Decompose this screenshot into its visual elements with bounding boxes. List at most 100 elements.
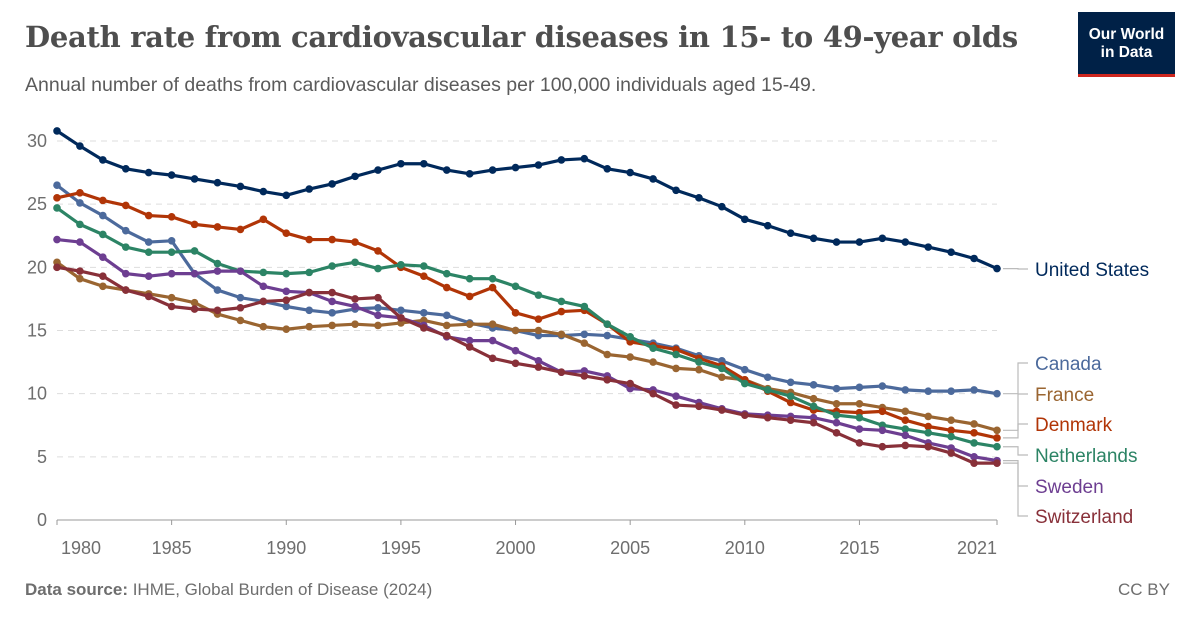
point-switzerland-2014[interactable] xyxy=(832,429,841,437)
point-netherlands-1992[interactable] xyxy=(328,262,336,270)
point-france-2009[interactable] xyxy=(718,373,726,382)
point-united-states-2002[interactable] xyxy=(557,156,566,164)
point-united-states-2018[interactable] xyxy=(924,243,933,251)
point-united-states-2017[interactable] xyxy=(901,238,910,246)
point-switzerland-1996[interactable] xyxy=(420,324,428,332)
point-sweden-1993[interactable] xyxy=(351,302,359,311)
point-canada-1981[interactable] xyxy=(76,199,84,207)
point-switzerland-1997[interactable] xyxy=(442,331,451,340)
point-denmark-1980[interactable] xyxy=(53,194,61,202)
point-switzerland-2016[interactable] xyxy=(878,442,887,451)
point-france-2017[interactable] xyxy=(901,407,910,416)
point-sweden-2020[interactable] xyxy=(970,453,978,461)
point-switzerland-2005[interactable] xyxy=(626,379,634,388)
point-denmark-2017[interactable] xyxy=(901,416,910,424)
point-netherlands-1985[interactable] xyxy=(167,248,176,256)
point-switzerland-2001[interactable] xyxy=(534,363,543,371)
point-france-1992[interactable] xyxy=(328,321,336,330)
point-france-2015[interactable] xyxy=(855,399,864,408)
point-sweden-2007[interactable] xyxy=(672,392,680,400)
point-france-1998[interactable] xyxy=(465,320,474,328)
point-netherlands-2001[interactable] xyxy=(534,291,543,299)
point-sweden-1999[interactable] xyxy=(488,336,497,345)
point-canada-1988[interactable] xyxy=(236,293,245,302)
point-sweden-1985[interactable] xyxy=(167,269,176,278)
label-netherlands[interactable]: Netherlands xyxy=(1035,446,1137,467)
line-netherlands[interactable] xyxy=(56,206,998,449)
point-netherlands-2021[interactable] xyxy=(993,442,1001,451)
point-canada-2019[interactable] xyxy=(947,387,955,395)
label-denmark[interactable]: Denmark xyxy=(1035,415,1113,436)
line-canada[interactable] xyxy=(56,183,998,396)
label-canada[interactable]: Canada xyxy=(1035,354,1102,375)
point-canada-1992[interactable] xyxy=(328,309,336,317)
series-united-states[interactable] xyxy=(53,127,1001,273)
point-canada-2017[interactable] xyxy=(901,386,910,394)
point-canada-2016[interactable] xyxy=(878,382,887,390)
line-united-states[interactable] xyxy=(56,129,998,271)
point-denmark-2021[interactable] xyxy=(993,434,1001,442)
point-united-states-1996[interactable] xyxy=(420,159,428,168)
point-france-2020[interactable] xyxy=(970,420,978,428)
point-sweden-1980[interactable] xyxy=(53,235,61,244)
point-canada-2015[interactable] xyxy=(855,383,864,392)
point-united-states-1980[interactable] xyxy=(53,127,61,135)
point-sweden-1990[interactable] xyxy=(282,287,291,296)
point-netherlands-2010[interactable] xyxy=(741,379,749,388)
point-united-states-1984[interactable] xyxy=(144,168,153,177)
point-switzerland-2021[interactable] xyxy=(993,459,1001,467)
point-canada-2013[interactable] xyxy=(809,381,818,389)
point-france-1989[interactable] xyxy=(259,322,268,331)
point-switzerland-2012[interactable] xyxy=(786,416,795,424)
point-france-2021[interactable] xyxy=(993,426,1001,435)
point-sweden-2000[interactable] xyxy=(511,346,520,355)
point-united-states-2016[interactable] xyxy=(878,234,887,243)
point-netherlands-2015[interactable] xyxy=(855,413,864,422)
point-switzerland-1981[interactable] xyxy=(76,267,84,275)
point-france-2006[interactable] xyxy=(649,358,657,366)
point-netherlands-2002[interactable] xyxy=(557,297,566,306)
series-sweden[interactable] xyxy=(53,235,1001,465)
point-france-2001[interactable] xyxy=(534,326,543,335)
point-united-states-1997[interactable] xyxy=(442,166,451,174)
series-switzerland[interactable] xyxy=(53,263,1001,467)
point-canada-1996[interactable] xyxy=(420,309,428,317)
point-switzerland-2002[interactable] xyxy=(557,368,566,376)
point-france-1982[interactable] xyxy=(99,282,107,291)
point-netherlands-1993[interactable] xyxy=(351,258,359,267)
point-france-2005[interactable] xyxy=(626,353,634,361)
point-denmark-2002[interactable] xyxy=(557,307,566,316)
point-switzerland-2007[interactable] xyxy=(672,401,680,409)
point-netherlands-1998[interactable] xyxy=(465,274,474,283)
point-sweden-1987[interactable] xyxy=(213,267,222,275)
point-netherlands-1983[interactable] xyxy=(121,243,130,251)
point-france-2007[interactable] xyxy=(672,364,680,373)
point-canada-1984[interactable] xyxy=(144,238,153,246)
point-united-states-1981[interactable] xyxy=(76,142,84,150)
label-france[interactable]: France xyxy=(1035,385,1094,406)
point-france-1988[interactable] xyxy=(236,316,245,325)
point-netherlands-2007[interactable] xyxy=(672,350,680,359)
point-switzerland-1990[interactable] xyxy=(282,296,291,304)
point-switzerland-1991[interactable] xyxy=(305,288,313,297)
point-france-2008[interactable] xyxy=(695,365,703,374)
point-united-states-1985[interactable] xyxy=(167,171,176,179)
point-switzerland-2020[interactable] xyxy=(970,459,978,467)
point-switzerland-1992[interactable] xyxy=(328,288,336,297)
point-netherlands-2019[interactable] xyxy=(947,432,955,441)
point-netherlands-2020[interactable] xyxy=(970,439,978,447)
point-switzerland-1984[interactable] xyxy=(144,292,153,301)
point-netherlands-1990[interactable] xyxy=(282,269,291,278)
point-canada-1980[interactable] xyxy=(53,181,61,190)
point-sweden-1994[interactable] xyxy=(374,311,382,320)
point-canada-1994[interactable] xyxy=(374,303,382,312)
point-united-states-1995[interactable] xyxy=(397,159,405,168)
point-united-states-1987[interactable] xyxy=(213,178,222,187)
point-denmark-1993[interactable] xyxy=(351,238,359,246)
point-united-states-2009[interactable] xyxy=(718,202,726,211)
point-france-1990[interactable] xyxy=(282,325,291,334)
point-denmark-1982[interactable] xyxy=(99,196,107,205)
point-canada-2020[interactable] xyxy=(970,386,978,394)
point-netherlands-1989[interactable] xyxy=(259,268,268,277)
point-united-states-1994[interactable] xyxy=(374,166,382,174)
